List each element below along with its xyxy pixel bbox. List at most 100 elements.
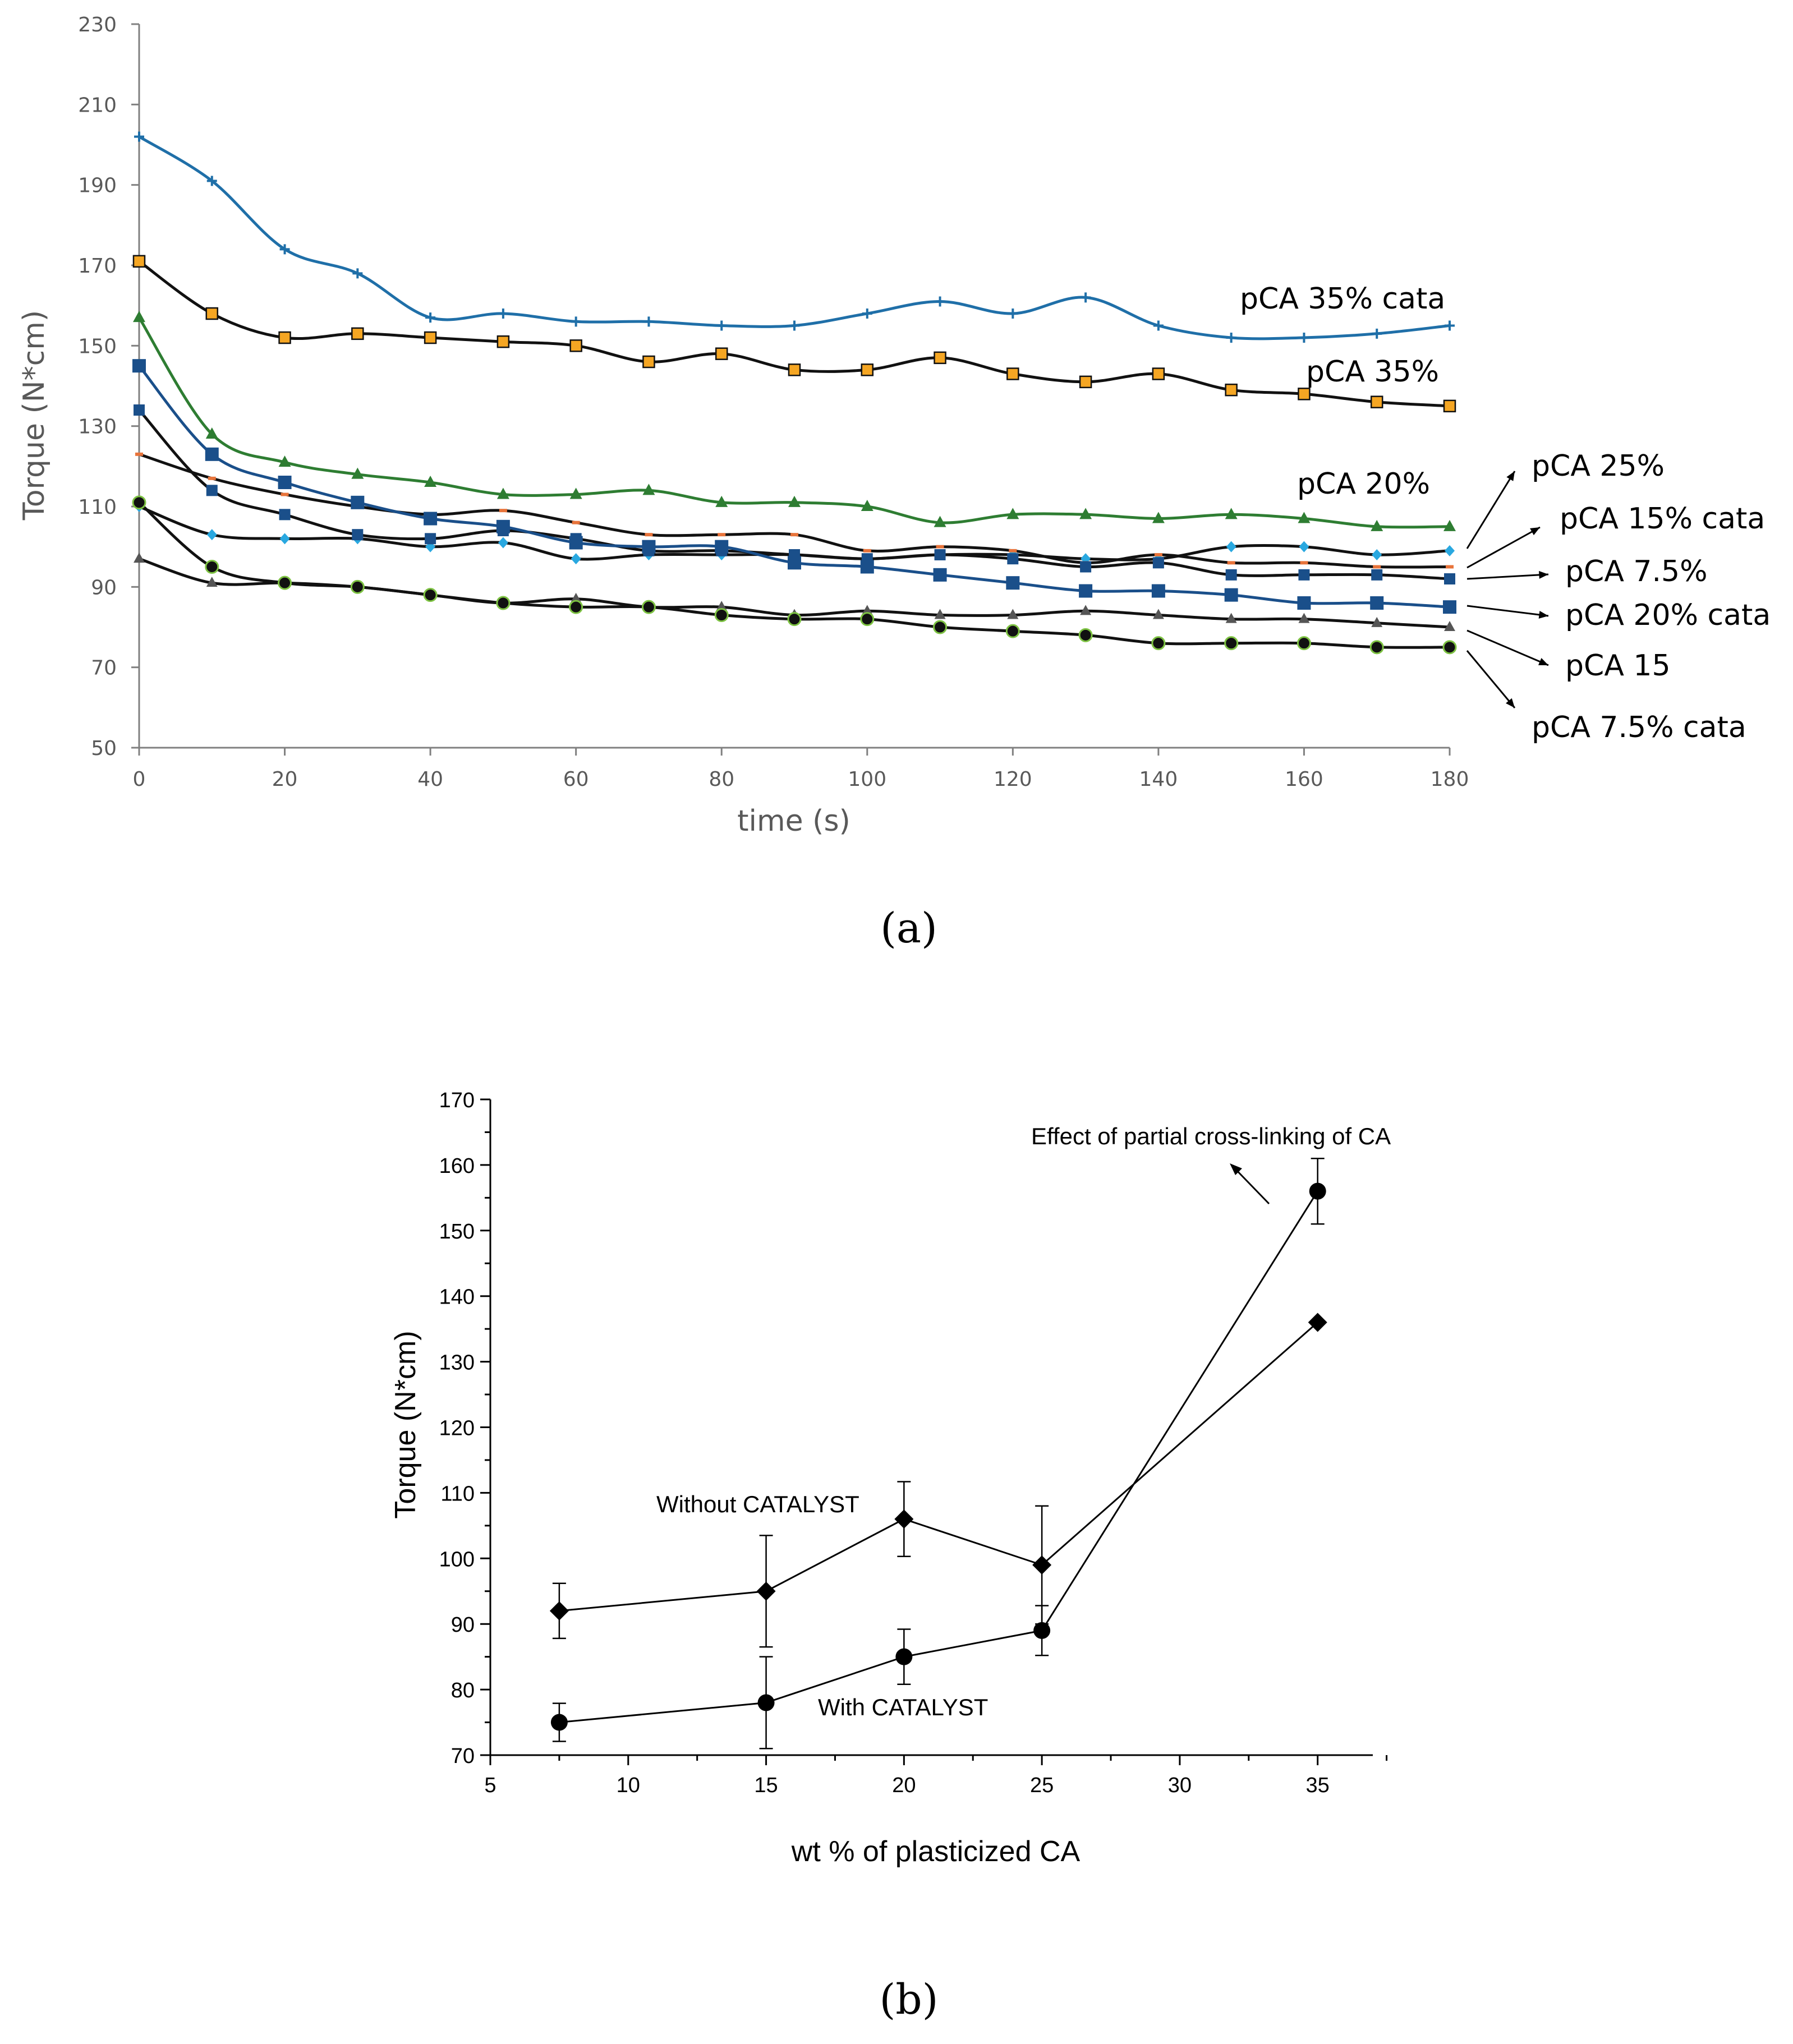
a-data-point [1371,569,1383,581]
a-label-arrow [1466,471,1516,549]
b-y-tick-label: 160 [439,1154,475,1178]
a-data-point [133,311,145,323]
a-data-point [642,355,655,369]
a-data-point [496,596,511,610]
a-data-point [279,509,291,521]
a-data-point [1008,309,1018,319]
b-y-tick-label: 140 [439,1286,475,1309]
a-x-tick-label: 0 [133,768,146,791]
a-series-label: pCA 15 [1565,649,1671,683]
b-annotation-without: Without CATALYST [656,1491,859,1517]
a-data-point [352,268,363,279]
b-data-point [1033,1622,1051,1639]
a-label-arrow-line [1466,650,1516,708]
a-data-point [132,359,146,373]
a-data-point [498,537,508,549]
a-data-point [935,296,945,307]
a-data-point [1445,320,1455,331]
a-data-point [206,529,217,541]
a-data-point [1298,512,1311,523]
a-y-tick-label: 230 [78,13,117,36]
a-data-point [641,600,656,614]
a-data-point [132,255,146,268]
a-label-arrow-line [1466,471,1516,549]
a-panel-label: (a) [880,904,937,952]
a-data-point [499,509,507,513]
a-series-line [138,365,1450,609]
a-data-point [1225,569,1237,581]
a-data-point [1299,541,1309,553]
a-data-point [205,560,219,574]
a-data-point [351,495,365,509]
a-data-point [1298,569,1310,581]
a-label-arrow [1466,605,1549,619]
a-data-point [206,176,217,186]
a-data-point [134,131,144,142]
a-data-point [425,533,436,545]
a-data-point [861,605,873,615]
a-data-point [933,568,947,582]
a-data-point [279,244,290,255]
a-data-point [789,320,799,331]
a-data-point [643,316,654,327]
b-x-tick-label: 35 [1306,1774,1330,1797]
a-data-point [571,316,581,327]
b-y-tick-label: 170 [439,1089,475,1112]
a-data-point [423,588,438,602]
a-data-point [1298,388,1311,400]
a-data-point [1152,609,1164,619]
a-x-tick-label: 140 [1139,768,1178,791]
b-y-tick-label: 120 [439,1417,475,1440]
a-data-point [350,579,365,594]
a-data-point [788,495,801,507]
a-data-point [1009,549,1017,553]
b-annotation-arrow [1230,1163,1270,1205]
b-y-tick-label: 150 [439,1220,475,1244]
a-x-tick-label: 20 [272,768,298,791]
a-data-point [205,307,219,320]
a-data-point [1007,553,1019,565]
b-x-tick-label: 15 [754,1774,778,1797]
a-data-point [496,519,510,533]
a-data-point [1079,375,1092,389]
a-label-arrow-head [1506,471,1515,481]
a-data-point [934,351,946,365]
a-data-point [498,309,508,319]
b-series [549,1157,1327,1750]
b-x-tick-label: 5 [484,1774,496,1797]
a-data-point [569,600,583,614]
a-series [132,131,1457,655]
a-series-label: pCA 15% cata [1560,502,1765,536]
a-data-point [1153,320,1164,331]
a-data-point [205,427,218,439]
a-data-point [716,601,728,611]
a-x-tick-label: 160 [1285,768,1323,791]
a-data-point [1225,613,1237,623]
b-x-tick-label: 25 [1030,1774,1054,1797]
b-data-point [1032,1555,1052,1575]
a-data-point [861,363,874,376]
b-data-point [1308,1313,1327,1332]
b-x-tick-label: 30 [1168,1774,1192,1797]
a-data-point [1081,292,1091,303]
a-data-point [1080,605,1092,615]
a-data-point [205,447,219,461]
a-x-tick-label: 80 [709,768,734,791]
a-data-point [715,347,728,360]
a-label-arrow-head [1539,570,1548,579]
a-data-point [715,495,728,507]
a-data-point [278,576,292,590]
b-data-point [549,1601,569,1621]
a-data-point [860,612,875,627]
b-data-point [1309,1182,1326,1200]
a-data-point [1151,636,1166,651]
a-data-point [934,549,946,560]
a-data-point [1298,613,1310,623]
a-y-tick-label: 110 [78,496,117,519]
a-data-point [1154,553,1162,556]
a-data-point [1079,584,1093,598]
a-x-tick-label: 60 [563,768,589,791]
a-label-arrow-line [1466,573,1549,580]
a-data-point [715,540,729,554]
a-data-point [714,608,729,622]
